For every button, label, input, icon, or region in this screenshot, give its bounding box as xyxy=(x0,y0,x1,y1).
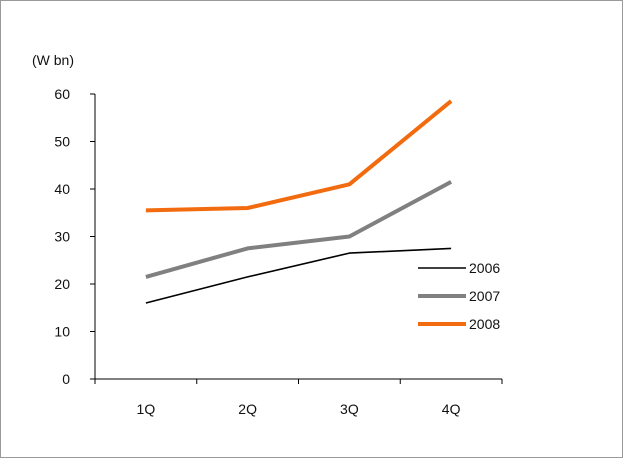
x-tick-label: 3Q xyxy=(340,401,359,417)
axes xyxy=(90,93,503,384)
y-tick-label: 50 xyxy=(54,134,70,150)
x-tick-labels: 1Q 2Q 3Q 4Q xyxy=(137,401,461,417)
legend: 2006 2007 2008 xyxy=(418,260,500,332)
y-tick-label: 60 xyxy=(54,86,70,102)
legend-label-2008: 2008 xyxy=(469,316,500,332)
legend-label-2007: 2007 xyxy=(469,288,500,304)
unit-label: (W bn) xyxy=(32,52,74,68)
series-line-2008 xyxy=(145,99,453,213)
y-tick-label: 10 xyxy=(54,324,70,340)
y-tick-label: 40 xyxy=(54,181,70,197)
series-line-2007 xyxy=(145,180,453,279)
x-tick-label: 1Q xyxy=(137,401,156,417)
series-lines xyxy=(145,99,453,304)
x-tick-label: 4Q xyxy=(442,401,461,417)
legend-label-2006: 2006 xyxy=(469,260,500,276)
y-tick-labels: 0 10 20 30 40 50 60 xyxy=(54,86,70,387)
series-line-2006 xyxy=(145,247,452,304)
y-tick-label: 30 xyxy=(54,229,70,245)
y-tick-label: 20 xyxy=(54,276,70,292)
y-tick-label: 0 xyxy=(62,371,70,387)
x-tick-label: 2Q xyxy=(238,401,257,417)
